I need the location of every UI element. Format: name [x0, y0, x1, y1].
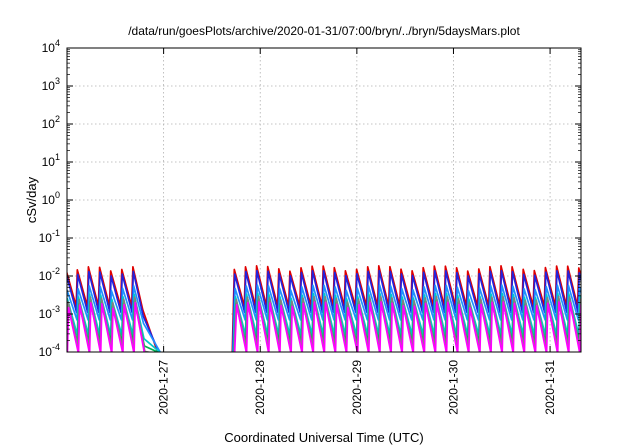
y-tick-label: 102: [42, 114, 60, 131]
x-tick-label: 2020-1-28: [253, 360, 267, 415]
y-tick-label: 10-4: [39, 342, 60, 359]
y-tick-label: 10-1: [39, 228, 60, 245]
y-tick-label: 10-2: [39, 266, 60, 283]
y-tick-labels: 104 103 102 101 100 10-1 10-2 10-3 10-4: [39, 38, 60, 359]
x-tick-labels: 2020-1-27 2020-1-28 2020-1-29 2020-1-30 2020…: [157, 360, 557, 415]
y-tick-label: 104: [42, 38, 60, 55]
y-tick-label: 103: [42, 76, 60, 93]
series-line-6: [67, 301, 581, 352]
axis-ticks: [67, 47, 581, 353]
y-axis-label: cSv/day: [24, 176, 39, 223]
x-tick-label: 2020-1-27: [157, 360, 171, 415]
y-tick-label: 101: [42, 152, 60, 169]
chart-title: /data/run/goesPlots/archive/2020-01-31/0…: [128, 24, 520, 38]
x-tick-label: 2020-1-30: [446, 360, 460, 415]
y-tick-label: 100: [42, 190, 60, 207]
x-tick-label: 2020-1-29: [350, 360, 364, 415]
series-group: [67, 265, 581, 352]
x-tick-label: 2020-1-31: [543, 360, 557, 415]
y-tick-label: 10-3: [39, 304, 60, 321]
x-axis-label: Coordinated Universal Time (UTC): [224, 430, 423, 445]
